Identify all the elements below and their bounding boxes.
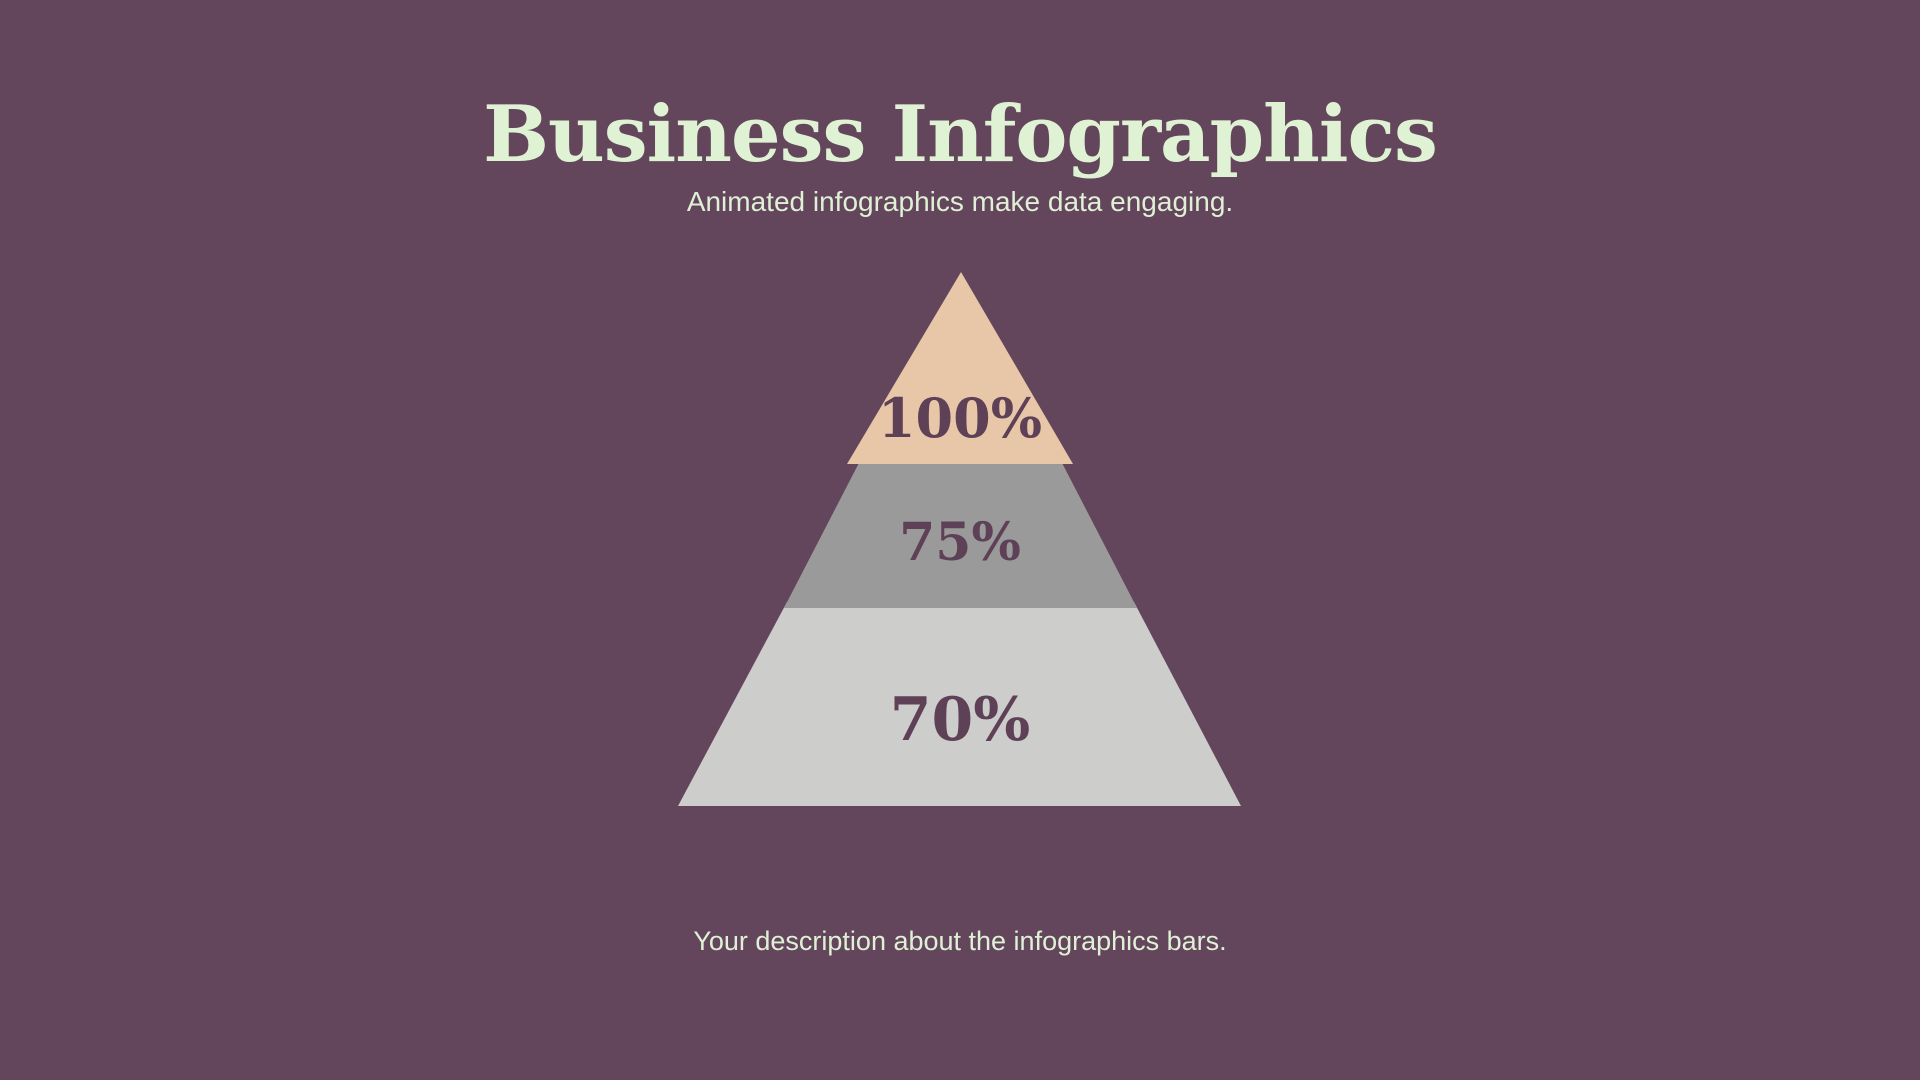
header: Business Infographics Animated infograph…	[0, 96, 1920, 218]
page-subtitle: Animated infographics make data engaging…	[686, 186, 1234, 217]
pyramid-label-100: 100%	[877, 386, 1043, 450]
pyramid-label-70: 70%	[889, 685, 1031, 755]
page-title: Business Infographics	[483, 89, 1438, 180]
description-caption: Your description about the infographics …	[693, 926, 1227, 956]
pyramid-label-75: 75%	[899, 512, 1021, 573]
